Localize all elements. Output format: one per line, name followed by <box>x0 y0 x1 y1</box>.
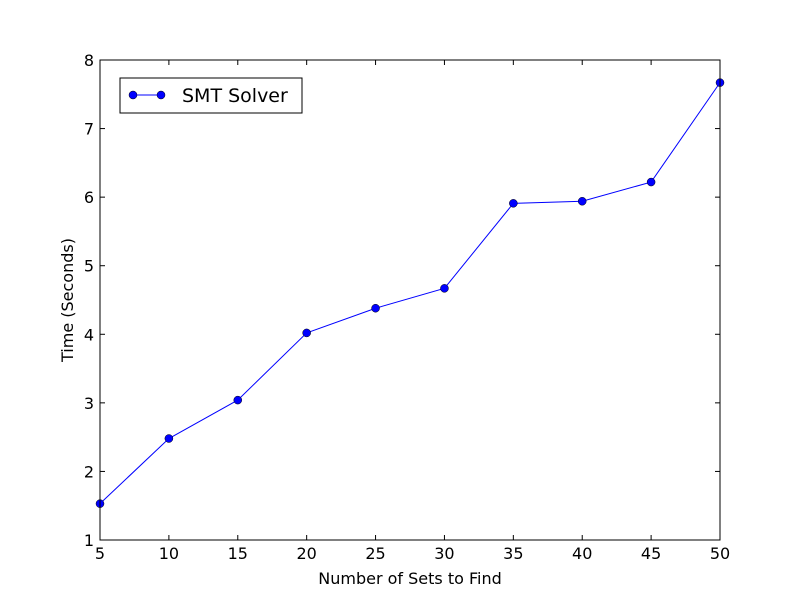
data-point <box>509 199 518 208</box>
legend-marker <box>128 90 138 100</box>
x-tick-label: 20 <box>296 544 316 563</box>
y-axis-label: Time (Seconds) <box>58 238 77 363</box>
data-point <box>440 284 449 293</box>
data-point <box>371 303 380 313</box>
legend-marker <box>156 90 166 100</box>
x-tick-label: 25 <box>365 544 385 563</box>
x-tick-label: 10 <box>159 544 179 563</box>
y-tick-label: 4 <box>84 325 94 344</box>
y-tick-label: 7 <box>84 120 94 139</box>
legend: SMT Solver <box>119 77 303 114</box>
data-point <box>577 197 587 206</box>
y-tick-label: 2 <box>84 462 94 481</box>
data-point <box>233 395 243 405</box>
series-layer <box>95 78 725 508</box>
x-tick-label: 5 <box>95 544 105 563</box>
x-tick-label: 30 <box>434 544 454 563</box>
x-tick-label: 50 <box>710 544 730 563</box>
y-tick-label: 1 <box>84 531 94 550</box>
data-point <box>164 434 174 443</box>
plot-area <box>100 60 720 540</box>
y-tick-label: 5 <box>84 257 94 276</box>
y-tick-label: 3 <box>84 394 94 413</box>
plot-frame <box>99 59 721 541</box>
x-tick-label: 35 <box>503 544 523 563</box>
x-tick-label: 40 <box>572 544 592 563</box>
x-axis-label: Number of Sets to Find <box>318 569 502 588</box>
legend-label: SMT Solver <box>182 85 288 107</box>
data-point <box>302 328 311 338</box>
y-tick-label: 6 <box>84 188 94 207</box>
x-tick-label: 15 <box>228 544 248 563</box>
x-tick-label: 45 <box>641 544 661 563</box>
y-tick-label: 8 <box>84 51 94 70</box>
data-point <box>646 177 656 187</box>
series-line <box>99 82 721 505</box>
